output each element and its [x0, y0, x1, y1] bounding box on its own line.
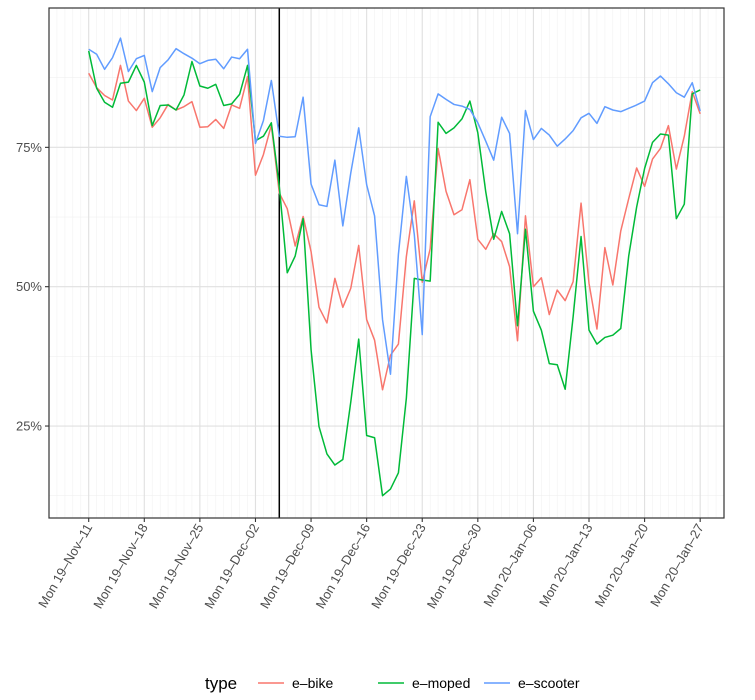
x-tick-label: Mon 20–Jan–20 [592, 521, 652, 609]
legend-title: type [205, 674, 237, 693]
legend: type e–bike e–moped e–scooter [205, 674, 580, 693]
plot-panel [49, 8, 724, 518]
x-tick-label: Mon 20–Jan–06 [480, 521, 540, 609]
legend-label: e–scooter [518, 675, 580, 691]
series-line-escooter [88, 37, 701, 375]
legend-label: e–bike [292, 675, 333, 691]
series-line-ebike [88, 64, 701, 391]
y-tick-label: 75% [16, 140, 42, 155]
x-tick-label: Mon 19–Dec–23 [368, 521, 429, 611]
gridlines [48, 8, 725, 518]
y-axis: 25% 50% 75% [16, 140, 49, 434]
legend-label: e–moped [412, 675, 470, 691]
x-tick-label: Mon 19–Nov–11 [35, 521, 95, 610]
x-tick-label: Mon 19–Dec–02 [201, 521, 262, 611]
plot-background [49, 8, 724, 518]
x-tick-label: Mon 19–Dec–30 [424, 521, 485, 611]
x-tick-label: Mon 20–Jan–27 [647, 521, 707, 609]
x-tick-label: Mon 19–Nov–25 [146, 521, 207, 611]
y-tick-label: 50% [16, 279, 42, 294]
x-tick-label: Mon 19–Dec–09 [257, 521, 318, 611]
series-line-emoped [87, 50, 701, 497]
x-tick-label: Mon 20–Jan–13 [536, 521, 596, 609]
x-tick-label: Mon 19–Dec–16 [313, 521, 374, 611]
y-tick-label: 25% [16, 419, 42, 434]
plot-border [48, 7, 725, 519]
x-tick-label: Mon 19–Nov–18 [90, 521, 151, 611]
series-lines [87, 37, 701, 497]
